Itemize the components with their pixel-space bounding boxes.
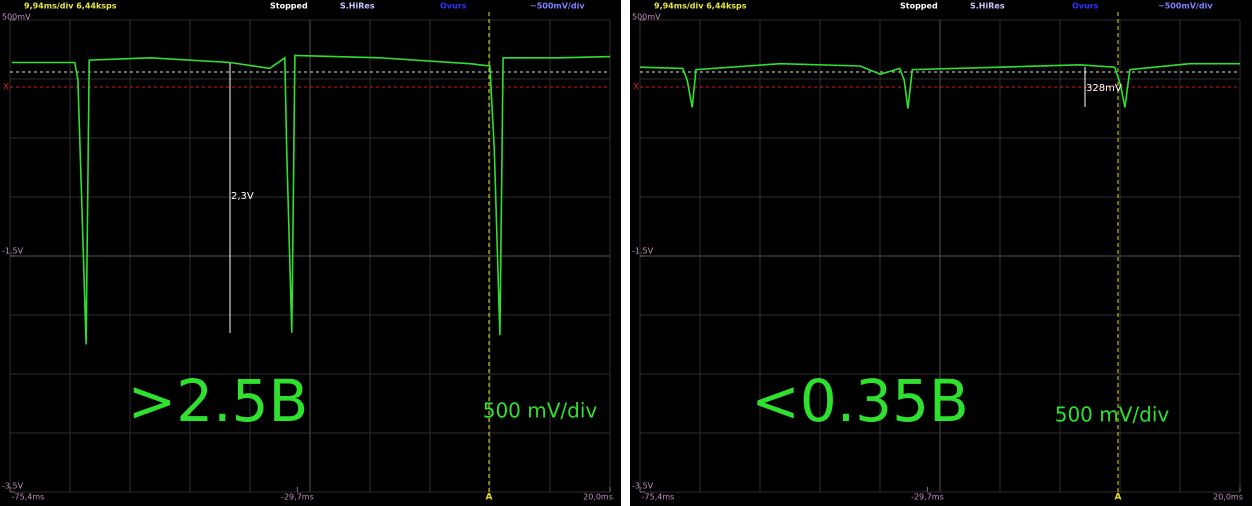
y-tick-label: -1.5V <box>632 247 654 256</box>
header-text: S.HiRes <box>340 2 375 11</box>
x-tick-label: -29,7ms <box>281 493 314 502</box>
header-text: Stopped <box>900 2 938 11</box>
panel-bg <box>630 0 1252 506</box>
header-text: ~500mV/div <box>530 2 585 11</box>
y-tick-label: -3.5V <box>2 482 24 491</box>
trigger-marker: A <box>486 493 493 503</box>
measure-label: 328mV <box>1086 83 1122 94</box>
trace <box>639 62 1240 109</box>
level-marker: X <box>3 83 9 93</box>
header-text: S.HiRes <box>970 2 1005 11</box>
measure-label: 2,3V <box>231 191 254 202</box>
big-label: >2.5B <box>128 367 309 435</box>
header-text: 9,94ms/div 6,44ksps <box>654 2 747 11</box>
x-tick-label: -75,4ms <box>12 493 45 502</box>
header-text: 9,94ms/div 6,44ksps <box>24 2 117 11</box>
header-text: Ovurs <box>1072 2 1099 11</box>
scale-label: 500 mV/div <box>1055 403 1170 427</box>
x-tick-label: -75,4ms <box>642 493 675 502</box>
header-text: Ovurs <box>440 2 467 11</box>
header-text: ~500mV/div <box>1158 2 1213 11</box>
scale-label: 500 mV/div <box>483 399 598 423</box>
level-marker: X <box>633 83 639 93</box>
x-tick-label: 20,0ms <box>583 493 613 502</box>
x-tick-label: -29,7ms <box>911 493 944 502</box>
y-tick-label: 500mV <box>2 13 31 22</box>
header-text: Stopped <box>270 2 308 11</box>
y-tick-label: -3.5V <box>632 482 654 491</box>
big-label: <0.35B <box>751 367 969 435</box>
x-tick-label: 20,0ms <box>1213 493 1243 502</box>
y-tick-label: 500mV <box>632 13 661 22</box>
trigger-marker: A <box>1115 493 1122 503</box>
trace <box>11 54 611 345</box>
y-tick-label: -1.5V <box>2 247 24 256</box>
